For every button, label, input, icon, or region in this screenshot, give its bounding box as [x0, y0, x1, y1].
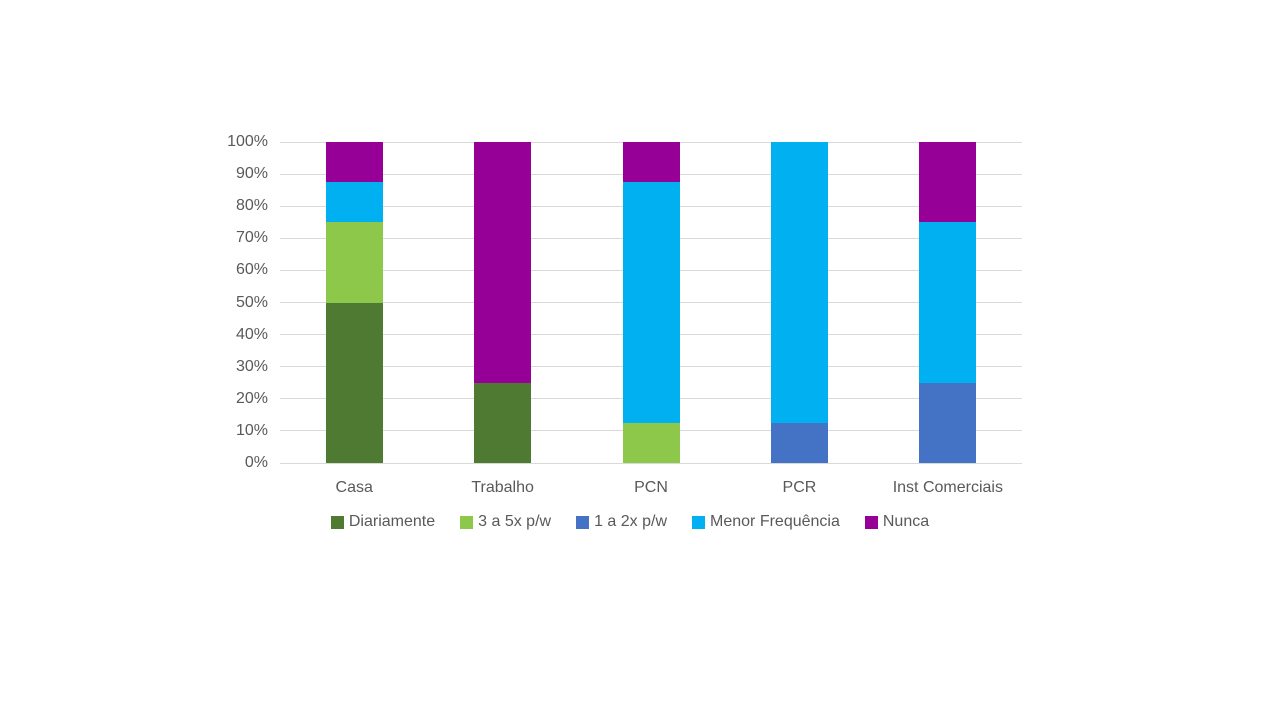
legend-swatch-icon — [576, 515, 590, 529]
legend-label: 3 a 5x p/w — [478, 513, 552, 530]
y-tick-label-60%: 60% — [235, 261, 268, 279]
bar-pcn — [622, 142, 680, 463]
bar-casa — [325, 142, 383, 463]
y-tick-label-0%: 0% — [244, 454, 268, 471]
bar-segment-casa-nunca — [325, 142, 383, 183]
bar-segment-casa-3-a-5x-p-w — [325, 222, 383, 303]
y-tick-label-100%: 100% — [227, 133, 268, 150]
bar-segment-inst-comerciais-nunca — [919, 142, 977, 223]
legend-item-diariamente: Diariamente — [330, 513, 436, 531]
y-tick-label-70%: 70% — [235, 229, 268, 247]
x-category-label-inst-comerciais: Inst Comerciais — [892, 479, 1003, 496]
y-axis: 0% 10% 20% 30% 40% 50% 60% 70% 80% 90% 100% — [160, 133, 268, 471]
x-category-label-casa: Casa — [335, 479, 373, 496]
plot-area — [280, 141, 1022, 464]
gridline-0% — [280, 462, 1022, 464]
bar-segment-trabalho-nunca — [474, 142, 532, 383]
bar-segment-trabalho-diariamente — [474, 382, 532, 463]
bar-inst-comerciais — [919, 142, 977, 463]
y-tick-label-10%: 10% — [235, 421, 268, 439]
legend-label: Nunca — [882, 513, 930, 530]
x-category-label-trabalho: Trabalho — [471, 479, 534, 496]
bar-segment-pcn-3-a-5x-p-w — [622, 422, 680, 463]
legend-label: 1 a 2x p/w — [594, 513, 668, 530]
y-tick-label-20%: 20% — [235, 389, 268, 407]
bar-trabalho — [474, 142, 532, 463]
y-tick-label-80%: 80% — [235, 197, 268, 215]
bar-pcr — [770, 142, 828, 463]
legend-label: Diariamente — [348, 513, 436, 530]
bar-segment-pcr-menor-frequência — [770, 142, 828, 423]
legend-item-nunca: Nunca — [864, 513, 930, 531]
bar-segment-pcn-menor-frequência — [622, 182, 680, 423]
y-tick-label-40%: 40% — [235, 325, 268, 343]
legend-swatch-icon — [864, 515, 878, 529]
legend-label: Menor Frequência — [710, 513, 840, 530]
bar-segment-pcr-1-a-2x-p-w — [770, 422, 828, 463]
bar-segment-pcn-nunca — [622, 142, 680, 183]
x-axis: Casa Trabalho PCN PCR Inst Comerciais — [280, 479, 1022, 497]
bar-segment-inst-comerciais-1-a-2x-p-w — [919, 382, 977, 463]
y-tick-label-50%: 50% — [235, 293, 268, 311]
legend-swatch-icon — [460, 515, 474, 529]
legend-item-1-a-2x-p-w: 1 a 2x p/w — [576, 513, 667, 531]
legend-swatch-icon — [692, 515, 706, 529]
y-tick-label-30%: 30% — [235, 357, 268, 375]
legend-item-menor-frequência: Menor Frequência — [692, 513, 840, 531]
bar-segment-casa-diariamente — [325, 302, 383, 463]
legend-swatch-icon — [330, 515, 344, 529]
bar-segment-inst-comerciais-menor-frequência — [919, 222, 977, 383]
legend: Diariamente 3 a 5x p/w 1 a 2x p/w Menor Fre… — [180, 513, 1080, 531]
y-tick-label-90%: 90% — [235, 165, 268, 183]
x-category-label-pcr: PCR — [782, 479, 817, 496]
legend-item-3-a-5x-p-w: 3 a 5x p/w — [460, 513, 551, 531]
x-category-label-pcn: PCN — [634, 479, 668, 496]
bar-segment-casa-menor-frequência — [325, 182, 383, 223]
